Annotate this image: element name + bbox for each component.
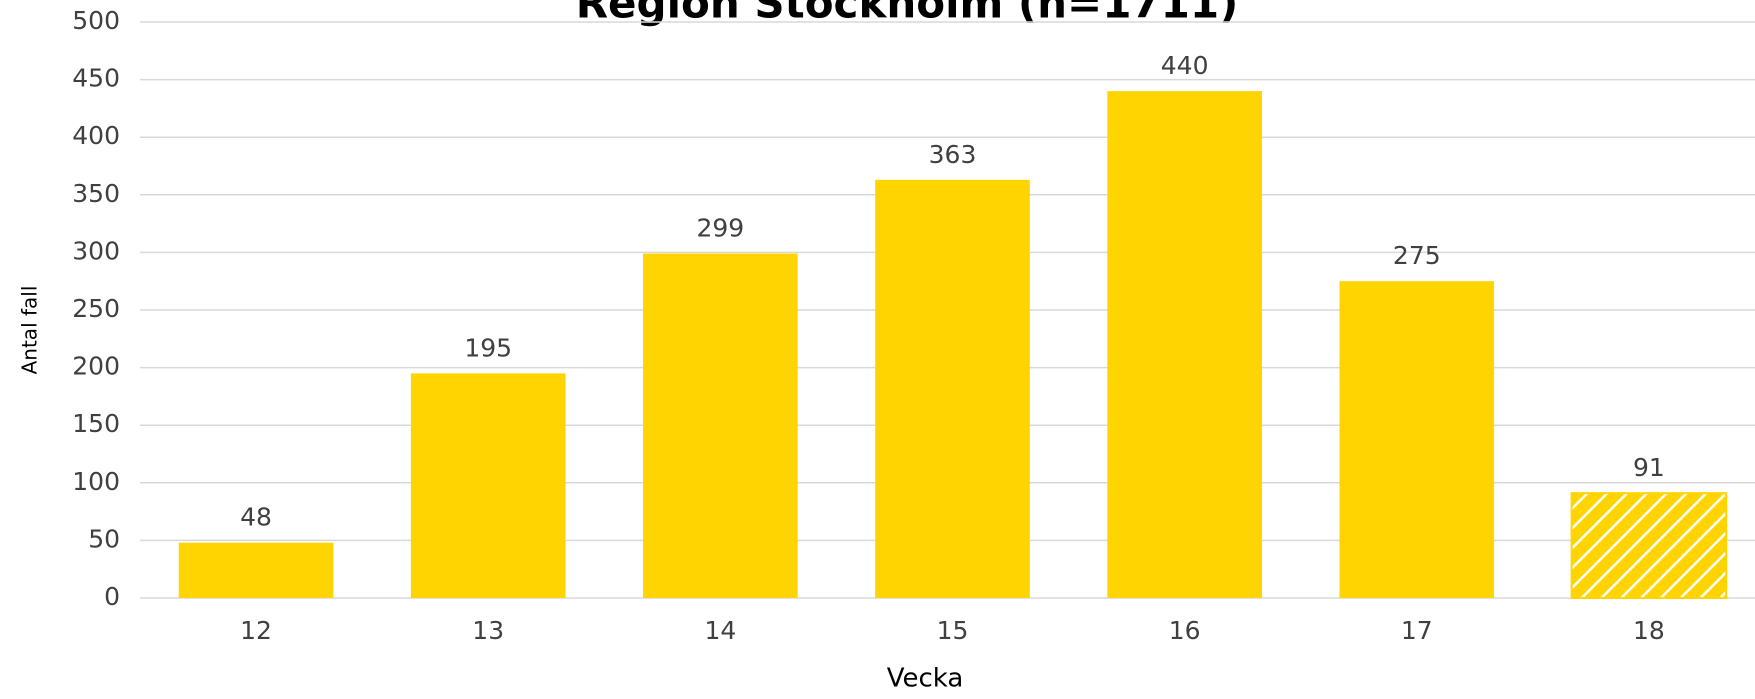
bar (410, 373, 566, 598)
y-tick-label: 450 (72, 64, 120, 93)
y-tick-label: 300 (72, 236, 120, 265)
chart-title: Region Stockholm (n=1711) (576, 0, 1239, 28)
data-label: 275 (1393, 241, 1441, 270)
y-tick-label: 100 (72, 467, 120, 496)
bar (875, 179, 1030, 598)
x-tick-label: 14 (704, 616, 736, 645)
data-label: 91 (1633, 453, 1665, 482)
x-tick-label: 15 (937, 616, 969, 645)
data-label: 363 (929, 140, 977, 169)
data-label: 48 (240, 503, 272, 532)
bar (643, 253, 798, 598)
y-tick-label: 250 (72, 294, 120, 323)
x-axis-label: Vecka (887, 664, 964, 694)
bar (1107, 91, 1262, 599)
y-axis-label: Antal fall (18, 286, 42, 375)
bar (1339, 281, 1495, 598)
x-tick-label: 16 (1169, 616, 1201, 645)
y-tick-label: 400 (72, 121, 120, 150)
x-tick-label: 12 (240, 616, 272, 645)
bar (1570, 492, 1728, 599)
data-label: 299 (696, 214, 744, 243)
x-tick-label: 13 (472, 616, 504, 645)
y-tick-label: 350 (72, 179, 120, 208)
y-tick-label: 150 (72, 409, 120, 438)
y-tick-label: 50 (88, 524, 120, 553)
x-tick-label: 17 (1401, 616, 1433, 645)
y-tick-label: 200 (72, 352, 120, 381)
y-tick-label: 0 (104, 582, 120, 611)
data-label: 440 (1161, 51, 1209, 80)
bar (178, 542, 334, 598)
data-label: 195 (464, 333, 512, 362)
x-tick-label: 18 (1633, 616, 1665, 645)
y-tick-label: 500 (72, 6, 120, 35)
